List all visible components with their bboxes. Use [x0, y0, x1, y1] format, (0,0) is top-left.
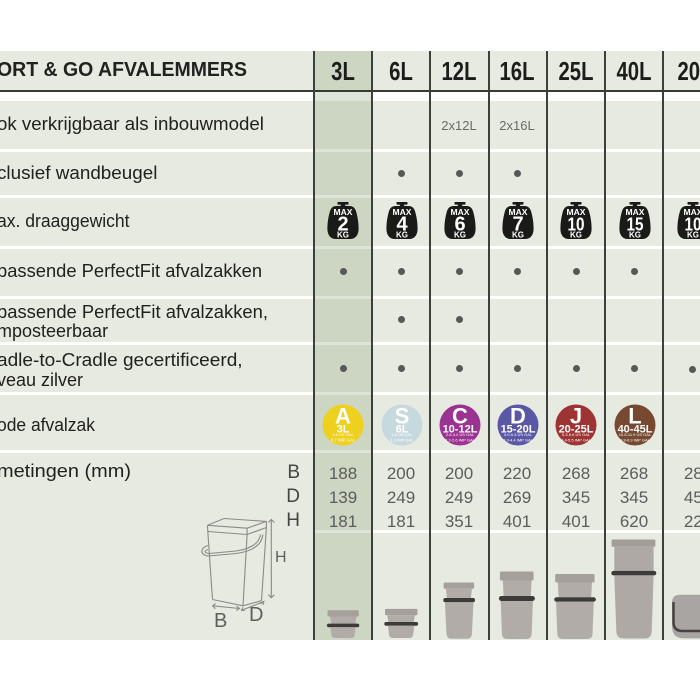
- svg-text:4.4-5.5 IMP GAL: 4.4-5.5 IMP GAL: [562, 437, 592, 442]
- svg-text:0.7 IMP GAL: 0.7 IMP GAL: [331, 437, 356, 442]
- svg-text:6: 6: [454, 214, 465, 236]
- svg-text:A: A: [335, 404, 351, 428]
- svg-text:15: 15: [626, 215, 643, 235]
- svg-text:MAX: MAX: [450, 208, 470, 217]
- svg-text:KG: KG: [687, 231, 699, 240]
- svg-text:MAX: MAX: [334, 208, 354, 217]
- svg-text:KG: KG: [396, 231, 408, 240]
- svg-text:KG: KG: [337, 231, 349, 240]
- svg-text:2: 2: [338, 214, 349, 236]
- svg-text:5.3-6.6 US GAL: 5.3-6.6 US GAL: [562, 432, 591, 437]
- svg-text:KG: KG: [454, 231, 466, 240]
- svg-text:B: B: [214, 610, 227, 632]
- svg-text:3L: 3L: [337, 424, 350, 436]
- svg-text:10: 10: [685, 215, 700, 235]
- svg-text:J: J: [570, 404, 582, 428]
- svg-text:2.2-2.6 IMP GAL: 2.2-2.6 IMP GAL: [445, 437, 475, 442]
- svg-text:7: 7: [513, 214, 524, 236]
- svg-text:L: L: [628, 404, 641, 428]
- svg-text:1.3 IMP GAL: 1.3 IMP GAL: [390, 437, 414, 442]
- svg-text:10-12L: 10-12L: [442, 424, 477, 436]
- svg-text:MAX: MAX: [684, 208, 700, 217]
- svg-text:KG: KG: [512, 231, 524, 240]
- svg-text:20-25L: 20-25L: [559, 424, 594, 436]
- svg-text:MAX: MAX: [392, 208, 412, 217]
- svg-text:D: D: [510, 404, 526, 428]
- svg-text:MAX: MAX: [567, 208, 587, 217]
- svg-text:MAX: MAX: [625, 208, 645, 217]
- svg-text:KG: KG: [629, 231, 641, 240]
- svg-text:3.3-4.4 IMP GAL: 3.3-4.4 IMP GAL: [503, 437, 533, 442]
- svg-text:4: 4: [396, 214, 408, 236]
- svg-text:8.8-9.9 IMP GAL: 8.8-9.9 IMP GAL: [620, 437, 650, 442]
- svg-text:MAX: MAX: [509, 208, 529, 217]
- svg-text:40-45L: 40-45L: [617, 424, 652, 436]
- svg-text:KG: KG: [570, 231, 582, 240]
- svg-text:C: C: [452, 404, 468, 428]
- svg-text:2.6-3.2 US GAL: 2.6-3.2 US GAL: [446, 432, 475, 437]
- svg-text:1.6 US GAL: 1.6 US GAL: [391, 432, 413, 437]
- svg-text:0.8 US GAL: 0.8 US GAL: [333, 432, 355, 437]
- svg-text:S: S: [394, 404, 409, 428]
- svg-text:15-20L: 15-20L: [501, 424, 536, 436]
- svg-text:6L: 6L: [395, 424, 408, 436]
- svg-text:10.6-11.9 US GAL: 10.6-11.9 US GAL: [618, 432, 651, 437]
- svg-text:H: H: [275, 549, 287, 566]
- svg-text:4.0-5.3 US GAL: 4.0-5.3 US GAL: [504, 432, 533, 437]
- svg-text:10: 10: [568, 215, 585, 235]
- svg-text:D: D: [249, 604, 263, 626]
